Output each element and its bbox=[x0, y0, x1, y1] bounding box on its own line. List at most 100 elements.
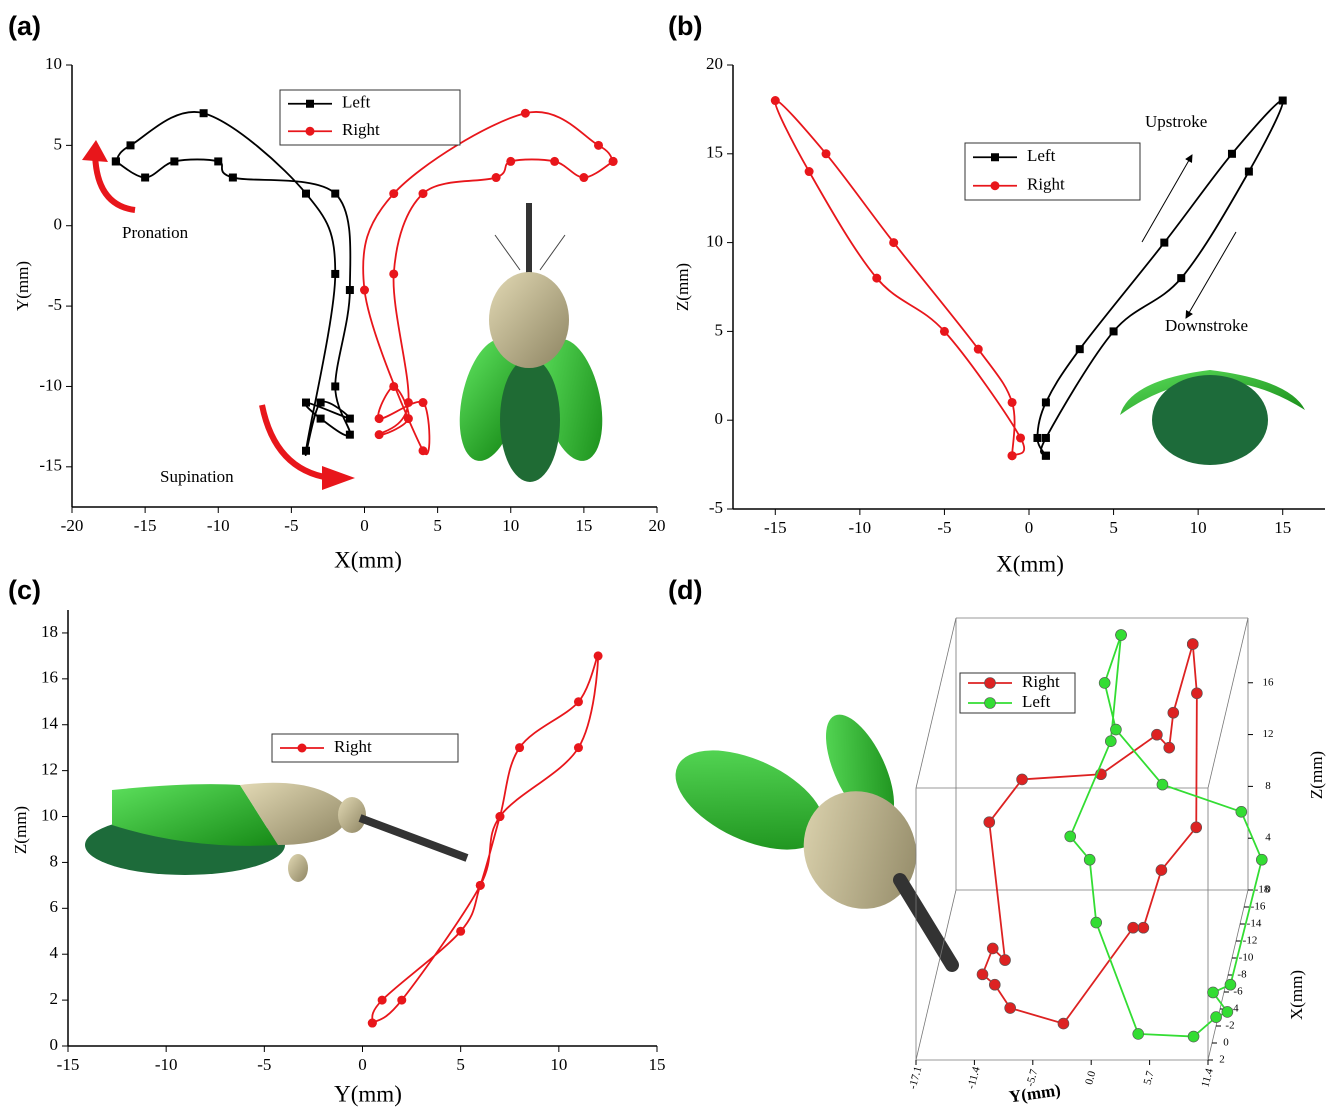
marker bbox=[1128, 922, 1139, 933]
y-tick-label: 5 bbox=[715, 320, 724, 339]
panel-label: (a) bbox=[8, 11, 41, 41]
x-tick-label: -14 bbox=[1247, 918, 1262, 930]
legend-label: Right bbox=[342, 120, 380, 139]
y-tick-label: 14 bbox=[41, 714, 59, 733]
z-axis-label: Z(mm) bbox=[1307, 751, 1326, 799]
y-tick-label: 18 bbox=[41, 622, 58, 641]
y-axis-label: Z(mm) bbox=[673, 263, 692, 311]
marker bbox=[550, 157, 559, 166]
marker bbox=[331, 382, 339, 390]
x-tick-label: -10 bbox=[1239, 952, 1254, 964]
marker bbox=[1033, 434, 1041, 442]
x-tick-label: -20 bbox=[61, 516, 84, 535]
box-edge bbox=[916, 618, 956, 788]
y-tick-label: 0 bbox=[715, 409, 724, 428]
legend-label: Left bbox=[1022, 692, 1051, 711]
marker bbox=[609, 157, 618, 166]
legend-label: Left bbox=[1027, 146, 1056, 165]
marker bbox=[214, 157, 222, 165]
legend-label: Right bbox=[334, 737, 372, 756]
x-tick-label: -10 bbox=[849, 518, 872, 537]
x-axis-label: Y(mm) bbox=[334, 1081, 402, 1106]
marker bbox=[989, 979, 1000, 990]
x-tick-label: 10 bbox=[1190, 518, 1207, 537]
marker bbox=[1245, 168, 1253, 176]
marker bbox=[389, 269, 398, 278]
marker bbox=[1005, 1003, 1016, 1014]
marker bbox=[1279, 97, 1287, 105]
marker bbox=[389, 382, 398, 391]
marker bbox=[404, 414, 413, 423]
marker bbox=[984, 817, 995, 828]
y-tick-label: 4 bbox=[50, 943, 59, 962]
y-tick-label: 10 bbox=[706, 232, 723, 251]
x-tick-label: -5 bbox=[937, 518, 951, 537]
y-tick-label: -5 bbox=[48, 295, 62, 314]
marker bbox=[1177, 274, 1185, 282]
marker bbox=[1208, 987, 1219, 998]
marker bbox=[404, 398, 413, 407]
insect-d bbox=[661, 705, 952, 965]
x-tick-label: -16 bbox=[1251, 901, 1266, 913]
marker bbox=[1116, 630, 1127, 641]
marker bbox=[1187, 639, 1198, 650]
y-tick-label: -10 bbox=[39, 375, 62, 394]
y-axis-label: Z(mm) bbox=[11, 806, 30, 854]
x-tick-label: -2 bbox=[1225, 1020, 1234, 1032]
y-tick-label: 15 bbox=[706, 143, 723, 162]
z-tick-label: 4 bbox=[1265, 832, 1271, 844]
x-tick-label: 15 bbox=[1274, 518, 1291, 537]
marker bbox=[389, 189, 398, 198]
y-tick-label: 6 bbox=[50, 897, 59, 916]
marker bbox=[977, 969, 988, 980]
marker bbox=[1151, 729, 1162, 740]
legend-label: Right bbox=[1022, 672, 1060, 691]
marker bbox=[940, 327, 949, 336]
x-tick-label: -10 bbox=[207, 516, 230, 535]
marker bbox=[506, 157, 515, 166]
marker bbox=[1017, 774, 1028, 785]
y-tick-label: 0 bbox=[50, 1035, 59, 1054]
y-tick-label: 10 bbox=[41, 805, 58, 824]
z-tick-label: 16 bbox=[1263, 676, 1275, 688]
panel-label: (c) bbox=[8, 575, 41, 605]
y-tick-label: 0 bbox=[54, 215, 63, 234]
x-tick-label: 10 bbox=[502, 516, 519, 535]
series-line bbox=[1070, 635, 1262, 1037]
marker bbox=[1157, 779, 1168, 790]
marker bbox=[419, 446, 428, 455]
y-tick-label: 5 bbox=[54, 134, 63, 153]
marker bbox=[579, 173, 588, 182]
marker bbox=[1110, 327, 1118, 335]
marker bbox=[368, 1019, 377, 1028]
x-tick-label: 15 bbox=[649, 1055, 666, 1074]
marker bbox=[1256, 854, 1267, 865]
marker bbox=[974, 345, 983, 354]
y-tick-label: 12 bbox=[41, 760, 58, 779]
marker bbox=[375, 430, 384, 439]
marker bbox=[1168, 707, 1179, 718]
y-axis-label: Y(mm) bbox=[13, 261, 32, 311]
marker bbox=[1008, 398, 1017, 407]
y-tick-label: 20 bbox=[706, 54, 723, 73]
legend-marker bbox=[985, 698, 996, 709]
marker bbox=[229, 174, 237, 182]
legend-label: Right bbox=[1027, 175, 1065, 194]
marker bbox=[1236, 806, 1247, 817]
marker bbox=[1225, 979, 1236, 990]
marker bbox=[1222, 1006, 1233, 1017]
insect-c bbox=[85, 783, 467, 882]
y-tick-label: 8 bbox=[50, 851, 59, 870]
x-tick-label: -10 bbox=[155, 1055, 178, 1074]
marker bbox=[476, 881, 485, 890]
x-tick-label: -15 bbox=[57, 1055, 80, 1074]
marker bbox=[331, 190, 339, 198]
x-tick-label: 15 bbox=[575, 516, 592, 535]
marker bbox=[375, 414, 384, 423]
y-tick-label: 2 bbox=[50, 989, 59, 1008]
x-tick-label: 10 bbox=[550, 1055, 567, 1074]
x-tick-label: -5 bbox=[284, 516, 298, 535]
marker bbox=[574, 697, 583, 706]
marker bbox=[594, 651, 603, 660]
box-edge bbox=[1208, 618, 1248, 788]
